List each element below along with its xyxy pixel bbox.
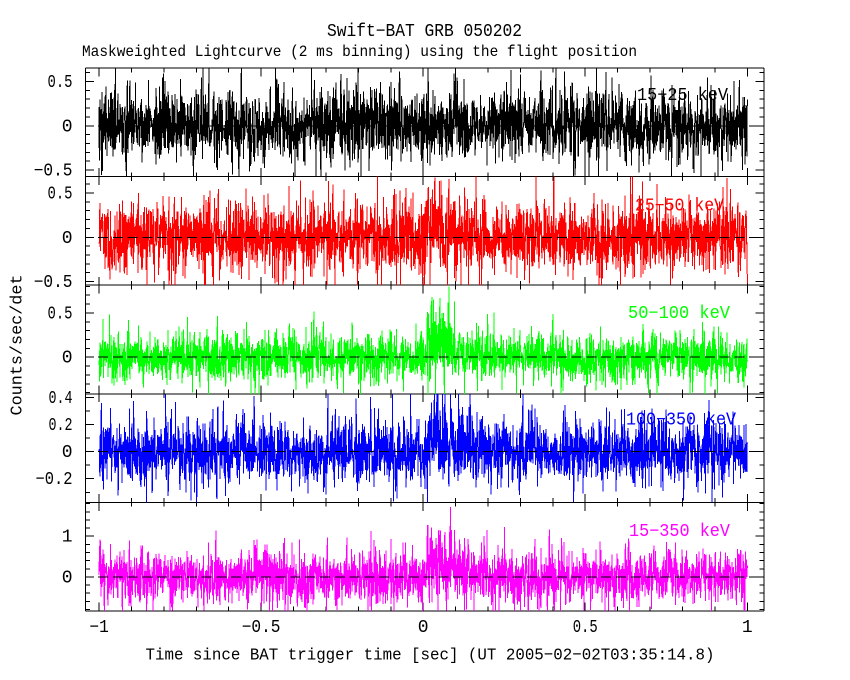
- svg-text:Time since BAT trigger time [s: Time since BAT trigger time [sec] (UT 20…: [146, 647, 715, 666]
- svg-text:0: 0: [62, 443, 73, 463]
- svg-text:−1: −1: [89, 618, 108, 638]
- svg-text:25−50 keV: 25−50 keV: [635, 197, 724, 217]
- svg-text:0: 0: [418, 618, 429, 638]
- svg-text:0: 0: [62, 568, 73, 588]
- svg-text:Counts/sec/det: Counts/sec/det: [9, 275, 28, 416]
- svg-text:15−25 keV: 15−25 keV: [637, 86, 728, 106]
- svg-text:0.2: 0.2: [49, 416, 73, 436]
- svg-text:15−350 keV: 15−350 keV: [629, 522, 730, 542]
- svg-text:−0.2: −0.2: [36, 470, 73, 490]
- svg-text:0.4: 0.4: [49, 389, 73, 409]
- svg-text:Maskweighted Lightcurve (2 ms: Maskweighted Lightcurve (2 ms binning) u…: [82, 43, 637, 61]
- svg-text:0.5: 0.5: [48, 73, 73, 93]
- svg-text:100−350 keV: 100−350 keV: [626, 411, 736, 431]
- svg-text:0: 0: [62, 349, 73, 369]
- svg-text:−0.5: −0.5: [34, 273, 73, 293]
- svg-text:0: 0: [62, 229, 73, 249]
- svg-text:0.5: 0.5: [48, 304, 73, 324]
- svg-text:50−100 keV: 50−100 keV: [628, 304, 730, 324]
- svg-text:1: 1: [742, 618, 753, 638]
- svg-text:0.5: 0.5: [573, 618, 598, 638]
- svg-text:Swift−BAT GRB 050202: Swift−BAT GRB 050202: [327, 22, 522, 42]
- svg-text:0.5: 0.5: [48, 185, 73, 205]
- svg-text:−0.5: −0.5: [34, 162, 73, 182]
- svg-text:−0.5: −0.5: [242, 618, 281, 638]
- svg-text:0: 0: [62, 117, 73, 137]
- svg-text:1: 1: [62, 528, 73, 548]
